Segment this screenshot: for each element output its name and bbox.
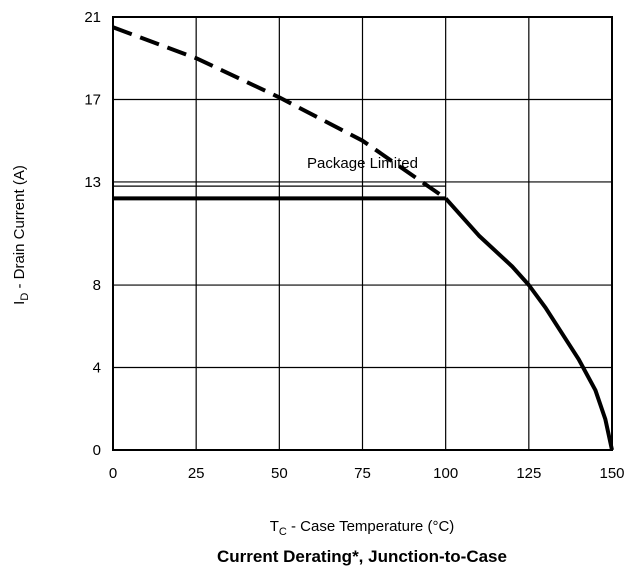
y-tick-label-3: 13 bbox=[84, 174, 101, 191]
series-line-1 bbox=[444, 197, 614, 451]
y-tick-labels: 0 4 8 13 17 21 bbox=[84, 9, 101, 459]
x-tick-label-2: 50 bbox=[271, 465, 288, 482]
y-tick-label-5: 21 bbox=[84, 9, 101, 26]
y-tick-label-1: 4 bbox=[93, 360, 101, 377]
y-axis-label-sub: D bbox=[19, 293, 31, 301]
chart-title: Current Derating*, Junction-to-Case bbox=[217, 547, 507, 566]
x-tick-labels: 0 25 50 75 100 125 150 bbox=[109, 465, 625, 482]
series-lines bbox=[112, 25, 614, 451]
x-tick-label-6: 150 bbox=[599, 465, 624, 482]
x-tick-label-0: 0 bbox=[109, 465, 117, 482]
x-axis-label-main: T bbox=[270, 518, 279, 535]
x-tick-label-3: 75 bbox=[354, 465, 371, 482]
y-tick-label-4: 17 bbox=[84, 91, 101, 108]
y-axis-label-rest: - Drain Current (A) bbox=[11, 165, 28, 293]
annotation-0: Package Limited bbox=[307, 155, 418, 172]
y-tick-label-2: 8 bbox=[93, 277, 101, 294]
x-tick-label-5: 125 bbox=[516, 465, 541, 482]
y-axis-label-main: I bbox=[11, 301, 28, 305]
plot-frame bbox=[112, 16, 613, 451]
y-tick-label-0: 0 bbox=[93, 442, 101, 459]
x-axis-label-sub: C bbox=[279, 526, 287, 538]
annotations: Package Limited bbox=[307, 155, 418, 172]
x-tick-label-1: 25 bbox=[188, 465, 205, 482]
x-axis-label: TC - Case Temperature (°C) bbox=[270, 518, 455, 538]
grid-lines bbox=[112, 16, 613, 451]
series-line-0 bbox=[112, 25, 447, 201]
y-axis-label: ID - Drain Current (A) bbox=[11, 165, 31, 305]
x-axis-label-rest: - Case Temperature (°C) bbox=[287, 518, 454, 535]
x-tick-label-4: 100 bbox=[433, 465, 458, 482]
